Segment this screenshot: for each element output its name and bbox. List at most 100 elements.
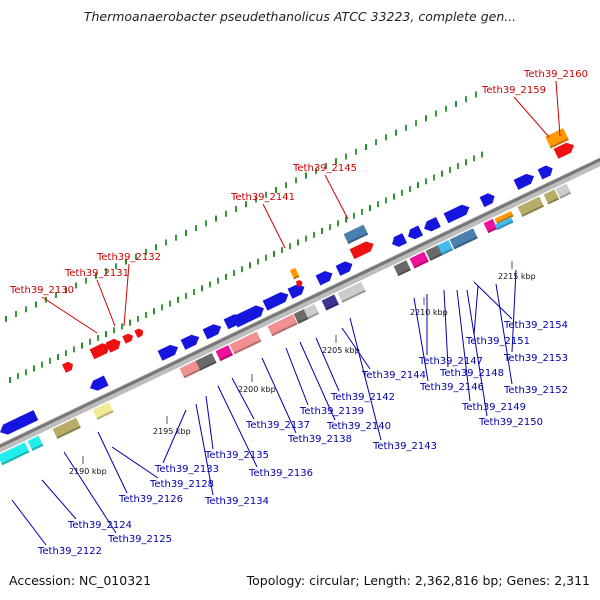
gene-block bbox=[232, 305, 264, 328]
gene-labels: Teth39_2130 Teth39_2131 Teth39_2132 Teth39_… bbox=[9, 69, 588, 557]
gene-block bbox=[229, 331, 262, 355]
gc-dot bbox=[161, 304, 163, 311]
gc-dot bbox=[95, 272, 97, 279]
gc-dot bbox=[225, 273, 227, 280]
gene-label-below: Teth39_2133 bbox=[154, 464, 219, 475]
gene-block bbox=[267, 314, 298, 337]
gc-dot bbox=[245, 201, 247, 208]
gene-block bbox=[89, 343, 111, 360]
gc-dot bbox=[25, 369, 27, 376]
gene-block bbox=[157, 344, 179, 361]
gc-dot bbox=[65, 287, 67, 294]
gc-dot bbox=[201, 285, 203, 292]
gc-dot bbox=[449, 166, 451, 173]
gc-dot bbox=[165, 239, 167, 246]
gene-block bbox=[180, 334, 200, 350]
gene-block bbox=[215, 345, 234, 362]
gene-label-below: Teth39_2136 bbox=[248, 468, 313, 479]
gc-dot bbox=[417, 182, 419, 189]
gene-block bbox=[513, 173, 535, 190]
gc-dot bbox=[473, 155, 475, 162]
gc-dot bbox=[345, 153, 347, 160]
gene-block bbox=[105, 338, 121, 353]
gene-label-below: Teth39_2148 bbox=[439, 368, 504, 379]
gene-label-below: Teth39_2147 bbox=[418, 356, 483, 367]
gc-dot bbox=[465, 159, 467, 166]
gene-block bbox=[537, 165, 553, 180]
gene-label-below: Teth39_2142 bbox=[330, 392, 395, 403]
gene-block bbox=[553, 142, 575, 159]
gc-dot bbox=[205, 220, 207, 227]
gene-label-above: Teth39_2159 bbox=[481, 85, 546, 96]
gc-dot bbox=[457, 163, 459, 170]
gene-block bbox=[16, 410, 39, 427]
gc-dot bbox=[305, 172, 307, 179]
gc-dot bbox=[75, 282, 77, 289]
kbp-tick-label: 2210 kbp bbox=[410, 308, 448, 317]
gene-block bbox=[479, 193, 495, 208]
gc-dot bbox=[295, 177, 297, 184]
gene-block bbox=[408, 225, 424, 240]
gc-dot bbox=[25, 306, 27, 313]
gc-dot-track bbox=[5, 91, 483, 383]
gene-block bbox=[349, 241, 374, 260]
gc-dot bbox=[153, 308, 155, 315]
gc-dot bbox=[289, 243, 291, 250]
gc-dot bbox=[275, 186, 277, 193]
gc-dot bbox=[129, 319, 131, 326]
gc-dot bbox=[89, 338, 91, 345]
gene-block bbox=[494, 210, 514, 225]
gene-label-above: Teth39_2130 bbox=[9, 285, 74, 296]
gene-label-below: Teth39_2125 bbox=[107, 534, 172, 545]
gene-block bbox=[343, 224, 369, 245]
gene-label-above: Teth39_2145 bbox=[292, 163, 357, 174]
gene-block bbox=[122, 333, 134, 344]
gc-dot bbox=[385, 134, 387, 141]
gc-dot bbox=[313, 231, 315, 238]
gene-block bbox=[392, 233, 408, 247]
gc-dot bbox=[175, 234, 177, 241]
gene-block bbox=[483, 218, 498, 234]
gene-block bbox=[321, 294, 340, 311]
gene-label-below: Teth39_2154 bbox=[503, 320, 568, 331]
gc-dot bbox=[33, 365, 35, 372]
gene-block bbox=[90, 375, 109, 391]
gc-dot bbox=[465, 96, 467, 103]
gene-block bbox=[335, 261, 353, 276]
gc-dot bbox=[85, 277, 87, 284]
map-title: Thermoanaerobacter pseudethanolicus ATCC… bbox=[83, 9, 517, 24]
gene-block bbox=[517, 196, 545, 217]
gene-label-below: Teth39_2149 bbox=[461, 402, 526, 413]
gc-dot bbox=[135, 253, 137, 260]
gc-dot bbox=[169, 300, 171, 307]
gene-block bbox=[425, 244, 444, 261]
gene-block bbox=[543, 189, 560, 205]
gc-dot bbox=[281, 247, 283, 254]
gc-dot bbox=[233, 269, 235, 276]
gc-dot bbox=[321, 227, 323, 234]
gene-block bbox=[437, 240, 454, 256]
gc-dot bbox=[273, 250, 275, 257]
gene-label-below: Teth39_2135 bbox=[204, 450, 269, 461]
gc-dot bbox=[217, 277, 219, 284]
gene-block bbox=[295, 280, 303, 288]
gc-dot bbox=[9, 376, 11, 383]
gc-dot bbox=[385, 197, 387, 204]
gc-dot bbox=[265, 254, 267, 261]
kbp-ticks: 2190 kbp 2195 kbp 2200 kbp 2205 kbp 2210 kbp… bbox=[69, 261, 536, 476]
gc-dot bbox=[425, 115, 427, 122]
kbp-tick-label: 2190 kbp bbox=[69, 467, 107, 476]
gc-dot bbox=[285, 182, 287, 189]
gc-dot bbox=[185, 229, 187, 236]
gc-dot bbox=[235, 206, 237, 213]
gene-block bbox=[262, 292, 289, 311]
gene-label-above: Teth39_2132 bbox=[96, 252, 161, 263]
gc-dot bbox=[81, 342, 83, 349]
gc-dot bbox=[97, 334, 99, 341]
gc-dot bbox=[257, 258, 259, 265]
gc-dot bbox=[15, 311, 17, 318]
gc-dot bbox=[441, 170, 443, 177]
gc-dot bbox=[57, 354, 59, 361]
gc-dot bbox=[433, 174, 435, 181]
